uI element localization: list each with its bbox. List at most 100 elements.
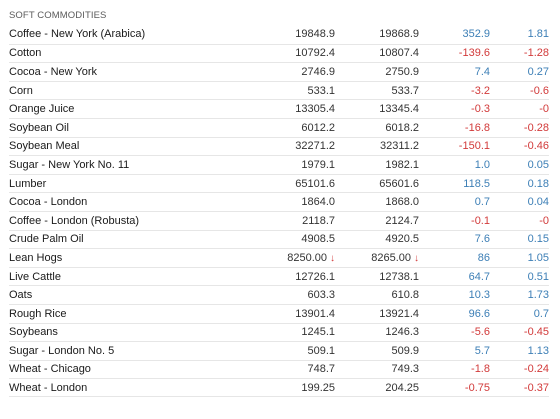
previous-price: 2750.9 (335, 66, 419, 78)
last-price: 1245.1 (219, 326, 335, 338)
commodity-name[interactable]: Wheat - London (9, 381, 88, 394)
change-percent: 1.81 (527, 28, 549, 41)
commodity-name[interactable]: Cocoa - New York (9, 65, 98, 78)
change-percent: 0.7 (533, 307, 549, 320)
last-price: 1979.1 (219, 159, 335, 171)
table-row[interactable]: Wheat - London 199.25 204.25 -0.75 -0.37 (9, 378, 549, 397)
last-price: 603.3 (219, 289, 335, 301)
down-arrow-icon: ↓ (330, 252, 335, 264)
previous-price: 12738.1 (335, 271, 419, 283)
commodity-name[interactable]: Wheat - Chicago (9, 363, 91, 376)
commodity-name[interactable]: Rough Rice (9, 307, 67, 320)
previous-price-value: 204.25 (385, 381, 419, 394)
table-row[interactable]: Oats 603.3 610.8 10.3 1.73 (9, 285, 549, 304)
last-price: 8250.00 ↓ (219, 252, 335, 264)
previous-price: 610.8 (335, 289, 419, 301)
last-price: 10792.4 (219, 47, 335, 59)
previous-price-value: 13921.4 (379, 307, 419, 320)
table-row[interactable]: Rough Rice 13901.4 13921.4 96.6 0.7 (9, 303, 549, 323)
table-row[interactable]: Sugar - London No. 5 509.1 509.9 5.7 1.13 (9, 341, 549, 360)
previous-price-value: 32311.2 (380, 140, 419, 153)
commodity-name[interactable]: Soybean Oil (9, 121, 69, 134)
last-price: 32271.2 (219, 140, 335, 152)
table-row[interactable]: Soybean Oil 6012.2 6018.2 -16.8 -0.28 (9, 117, 549, 137)
commodity-name[interactable]: Sugar - New York No. 11 (9, 158, 130, 171)
change-value: -1.8 (471, 363, 490, 376)
previous-price: 509.9 (335, 345, 419, 357)
previous-price-value: 749.3 (391, 363, 419, 376)
last-price: 748.7 (219, 363, 335, 375)
table-row[interactable]: Cocoa - New York 2746.9 2750.9 7.4 0.27 (9, 62, 549, 81)
last-price: 509.1 (219, 345, 335, 357)
commodity-name[interactable]: Cotton (9, 47, 42, 60)
commodity-name[interactable]: Lean Hogs (9, 251, 63, 264)
commodity-name[interactable]: Coffee - New York (Arabica) (9, 28, 146, 41)
table-row[interactable]: Cocoa - London 1864.0 1868.0 0.7 0.04 (9, 192, 549, 211)
change-value: -16.8 (464, 121, 490, 134)
change-value: -0.3 (471, 103, 490, 116)
change-value: -139.6 (458, 47, 490, 60)
previous-price: 65601.6 (335, 178, 419, 190)
previous-price: 1868.0 (335, 196, 419, 208)
commodity-name[interactable]: Crude Palm Oil (9, 233, 84, 246)
table-row[interactable]: Soybeans 1245.1 1246.3 -5.6 -0.45 (9, 322, 549, 342)
last-price-value: 748.7 (307, 363, 335, 376)
table-row[interactable]: Crude Palm Oil 4908.5 4920.5 7.6 0.15 (9, 229, 549, 249)
last-price-value: 603.3 (307, 289, 335, 302)
commodity-name[interactable]: Cocoa - London (9, 196, 88, 209)
previous-price-value: 6018.2 (385, 121, 419, 134)
table-row[interactable]: Lumber 65101.6 65601.6 118.5 0.18 (9, 173, 549, 193)
change-value: -0.75 (464, 381, 490, 394)
table-row[interactable]: Sugar - New York No. 11 1979.1 1982.1 1.0 0.… (9, 155, 549, 174)
change-value: 5.7 (474, 344, 490, 357)
change-percent: 1.05 (527, 251, 549, 264)
table-row[interactable]: Lean Hogs 8250.00 ↓ 8265.00 ↓ 86 1.05 (9, 248, 549, 267)
table-row[interactable]: Coffee - New York (Arabica) 19848.9 19868.… (9, 25, 549, 44)
table-row[interactable]: Wheat - Chicago 748.7 749.3 -1.8 -0.24 (9, 359, 549, 379)
commodity-name[interactable]: Live Cattle (9, 270, 61, 283)
last-price: 4908.5 (219, 233, 335, 245)
section-title: SOFT COMMODITIES (9, 10, 107, 21)
last-price: 199.25 (219, 382, 335, 394)
commodity-name[interactable]: Soybean Meal (9, 140, 80, 153)
commodity-name[interactable]: Coffee - London (Robusta) (9, 214, 140, 227)
table-row[interactable]: Live Cattle 12726.1 12738.1 64.7 0.51 (9, 266, 549, 286)
previous-price-value: 12738.1 (379, 270, 419, 283)
change-value: -3.2 (471, 84, 490, 97)
last-price: 13305.4 (219, 103, 335, 115)
last-price: 65101.6 (219, 178, 335, 190)
last-price-value: 13305.4 (295, 103, 335, 116)
commodity-name[interactable]: Soybeans (9, 326, 58, 339)
previous-price: 8265.00 ↓ (335, 252, 419, 264)
table-row[interactable]: Cotton 10792.4 10807.4 -139.6 -1.28 (9, 43, 549, 63)
last-price-value: 199.25 (301, 381, 335, 394)
change-percent: 0.04 (527, 196, 549, 209)
previous-price-value: 8265.00 (371, 251, 411, 264)
commodity-name[interactable]: Sugar - London No. 5 (9, 344, 115, 357)
last-price: 533.1 (219, 85, 335, 97)
last-price-value: 2118.7 (302, 214, 335, 227)
change-percent: 0.51 (527, 270, 549, 283)
last-price-value: 6012.2 (301, 121, 335, 134)
down-arrow-icon: ↓ (414, 252, 419, 264)
previous-price-value: 2124.7 (385, 214, 419, 227)
previous-price-value: 65601.6 (379, 177, 419, 190)
change-percent: -1.28 (523, 47, 549, 60)
commodity-name[interactable]: Lumber (9, 177, 47, 190)
table-row[interactable]: Corn 533.1 533.7 -3.2 -0.6 (9, 80, 549, 100)
last-price-value: 1864.0 (301, 196, 335, 209)
change-percent: -0.28 (523, 121, 549, 134)
table-row[interactable]: Soybean Meal 32271.2 32311.2 -150.1 -0.46 (9, 136, 549, 156)
previous-price-value: 1868.0 (385, 196, 419, 209)
table-row[interactable]: Orange Juice 13305.4 13345.4 -0.3 -0 (9, 99, 549, 118)
previous-price: 6018.2 (335, 122, 419, 134)
previous-price-value: 2750.9 (385, 65, 419, 78)
commodity-name[interactable]: Oats (9, 289, 33, 302)
change-value: 86 (477, 251, 490, 264)
last-price-value: 19848.9 (295, 28, 335, 41)
commodity-name[interactable]: Orange Juice (9, 103, 75, 116)
commodity-name[interactable]: Corn (9, 84, 33, 97)
last-price-value: 12726.1 (295, 270, 335, 283)
last-price-value: 4908.5 (301, 233, 335, 246)
table-row[interactable]: Coffee - London (Robusta) 2118.7 2124.7 -0.… (9, 210, 549, 230)
